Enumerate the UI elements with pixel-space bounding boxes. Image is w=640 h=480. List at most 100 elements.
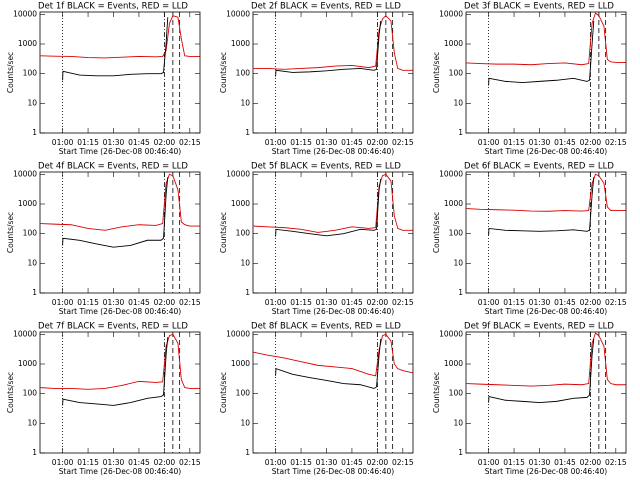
panel: Det 2f BLACK = Events, RED = LLD Counts/s…	[219, 2, 414, 157]
data-line	[62, 17, 169, 81]
x-tick-label: 01:45	[128, 298, 150, 307]
y-tick-label: 10	[27, 98, 37, 107]
y-tick-label: 10000	[13, 329, 37, 338]
x-tick-label: 02:15	[605, 138, 627, 147]
x-tick-label: 01:30	[316, 298, 338, 307]
data-line	[466, 332, 626, 387]
x-tick-label: 02:15	[179, 298, 201, 307]
x-tick-label: 01:00	[265, 298, 287, 307]
x-tick-label: 01:00	[265, 458, 287, 467]
plot-frame	[252, 11, 414, 134]
y-tick-label: 10	[453, 98, 463, 107]
x-tick-label: 01:30	[103, 138, 125, 147]
x-tick-label: 01:15	[77, 458, 99, 467]
x-axis-label: Start Time (26-Dec-08 00:46:40)	[272, 467, 394, 476]
x-tick-label: 02:00	[580, 298, 602, 307]
x-tick-label: 01:45	[554, 458, 576, 467]
chart-title: Det 1f BLACK = Events, RED = LLD	[38, 2, 188, 12]
plot-frame	[39, 171, 201, 294]
x-tick-label: 01:30	[529, 298, 551, 307]
x-tick-label: 02:00	[367, 458, 389, 467]
data-line	[62, 337, 169, 406]
y-axis-label: Counts/sec	[6, 212, 15, 253]
data-line	[466, 173, 626, 212]
x-axis-label: Start Time (26-Dec-08 00:46:40)	[59, 467, 181, 476]
x-tick-label: 01:45	[128, 458, 150, 467]
y-tick-label: 10000	[226, 169, 250, 178]
y-tick-label: 1000	[231, 199, 250, 208]
x-tick-label: 02:15	[605, 458, 627, 467]
x-tick-label: 01:45	[128, 138, 150, 147]
x-tick-label: 01:45	[341, 458, 363, 467]
data-line	[253, 173, 413, 233]
x-tick-label: 01:15	[503, 138, 525, 147]
y-tick-label: 10000	[439, 169, 463, 178]
x-tick-label: 01:30	[103, 458, 125, 467]
y-tick-label: 1	[32, 448, 37, 457]
data-line	[275, 338, 382, 389]
y-tick-label: 100	[23, 229, 38, 238]
panel: Det 1f BLACK = Events, RED = LLD Counts/s…	[6, 2, 201, 157]
data-line	[466, 12, 626, 66]
data-line	[40, 333, 200, 390]
y-axis-label: Counts/sec	[432, 212, 441, 253]
plot-frame	[252, 171, 414, 294]
y-axis-label: Counts/sec	[6, 372, 15, 413]
y-axis-label: Counts/sec	[6, 52, 15, 93]
x-tick-label: 01:30	[316, 458, 338, 467]
y-tick-label: 10	[453, 418, 463, 427]
y-tick-label: 1000	[18, 359, 37, 368]
plot-frame	[465, 171, 627, 294]
y-tick-label: 10000	[13, 169, 37, 178]
x-tick-label: 02:15	[179, 458, 201, 467]
y-tick-label: 1000	[444, 39, 463, 48]
chart-title: Det 6f BLACK = Events, RED = LLD	[464, 162, 614, 172]
y-tick-label: 10	[27, 258, 37, 267]
x-tick-label: 01:45	[554, 298, 576, 307]
data-line	[275, 20, 382, 77]
x-tick-label: 01:00	[52, 458, 74, 467]
plot-frame	[465, 11, 627, 134]
x-tick-label: 02:15	[392, 138, 414, 147]
y-tick-label: 1	[458, 288, 463, 297]
y-tick-label: 1	[32, 128, 37, 137]
y-tick-label: 1	[245, 128, 250, 137]
x-axis-label: Start Time (26-Dec-08 00:46:40)	[485, 307, 607, 316]
y-tick-label: 1000	[444, 199, 463, 208]
panel: Det 7f BLACK = Events, RED = LLD Counts/s…	[6, 322, 201, 477]
x-axis-label: Start Time (26-Dec-08 00:46:40)	[272, 307, 394, 316]
x-tick-label: 02:00	[367, 298, 389, 307]
data-line	[40, 173, 200, 231]
x-tick-label: 01:00	[478, 138, 500, 147]
y-tick-label: 1	[458, 448, 463, 457]
y-tick-label: 10000	[13, 9, 37, 18]
data-line	[488, 177, 595, 236]
x-tick-label: 02:00	[580, 138, 602, 147]
x-tick-label: 02:00	[154, 298, 176, 307]
chart-title: Det 3f BLACK = Events, RED = LLD	[464, 2, 614, 12]
chart-title: Det 5f BLACK = Events, RED = LLD	[251, 162, 401, 172]
x-tick-label: 02:00	[580, 458, 602, 467]
y-tick-label: 100	[236, 69, 251, 78]
x-tick-label: 01:30	[103, 298, 125, 307]
x-axis-label: Start Time (26-Dec-08 00:46:40)	[59, 307, 181, 316]
y-tick-label: 1000	[231, 39, 250, 48]
chart-title: Det 7f BLACK = Events, RED = LLD	[38, 322, 188, 332]
y-tick-label: 10	[240, 258, 250, 267]
x-axis-label: Start Time (26-Dec-08 00:46:40)	[485, 147, 607, 156]
y-tick-label: 10	[240, 418, 250, 427]
y-tick-label: 1	[458, 128, 463, 137]
chart-title: Det 9f BLACK = Events, RED = LLD	[464, 322, 614, 332]
x-tick-label: 02:15	[392, 458, 414, 467]
x-tick-label: 01:00	[478, 458, 500, 467]
x-axis-label: Start Time (26-Dec-08 00:46:40)	[272, 147, 394, 156]
y-axis-label: Counts/sec	[432, 52, 441, 93]
x-tick-label: 01:30	[316, 138, 338, 147]
x-axis-label: Start Time (26-Dec-08 00:46:40)	[59, 147, 181, 156]
y-tick-label: 10	[453, 258, 463, 267]
y-axis-label: Counts/sec	[219, 372, 228, 413]
x-tick-label: 01:15	[503, 458, 525, 467]
y-tick-label: 10000	[226, 9, 250, 18]
